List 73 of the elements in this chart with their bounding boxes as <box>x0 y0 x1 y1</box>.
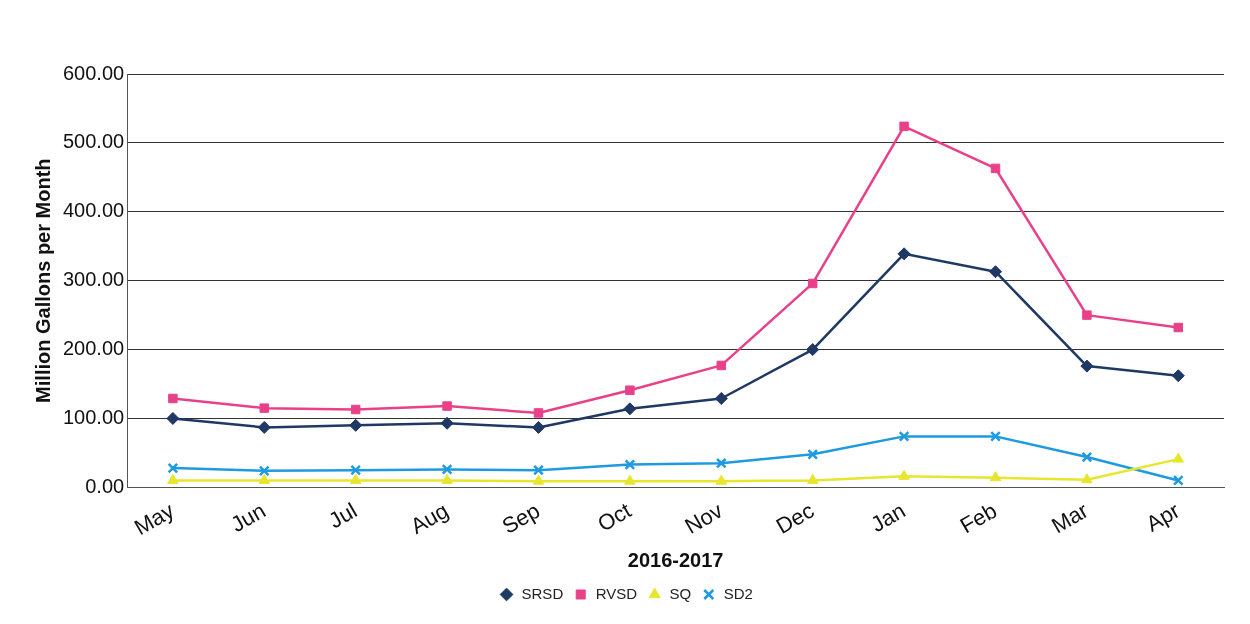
point <box>533 408 544 418</box>
point <box>990 163 1001 174</box>
point <box>807 448 819 460</box>
point <box>624 459 636 471</box>
point <box>990 430 1001 442</box>
x-tick-label: Mar <box>1047 497 1093 539</box>
x-tick-label: Jan <box>866 497 910 538</box>
y-tick-label: 300.00 <box>63 268 125 291</box>
point <box>1172 452 1184 463</box>
y-tick-label: 500.00 <box>63 130 125 153</box>
point <box>716 360 727 371</box>
point <box>166 411 180 425</box>
point <box>806 473 819 484</box>
legend-label: SQ <box>669 584 692 602</box>
point <box>259 403 270 413</box>
point <box>625 385 635 395</box>
point <box>988 265 1002 279</box>
point <box>898 430 910 442</box>
point <box>1082 310 1092 320</box>
point <box>258 473 270 484</box>
point <box>442 401 452 411</box>
point <box>807 278 818 289</box>
point <box>167 473 179 484</box>
point <box>531 420 545 434</box>
x-tick-label: Nov <box>680 497 727 539</box>
point <box>350 464 362 476</box>
point <box>715 457 727 469</box>
legend-label: RVSD <box>595 584 638 602</box>
point <box>440 416 454 430</box>
point <box>350 404 361 415</box>
x-tick-label: Apr <box>1141 497 1184 537</box>
point <box>623 402 637 416</box>
x-tick-label: Oct <box>593 497 636 537</box>
point <box>349 418 363 432</box>
x-tick-label: Jul <box>324 497 362 534</box>
y-tick-label: 600.00 <box>63 61 125 84</box>
x-tick-label: May <box>129 497 179 541</box>
point <box>1172 474 1184 486</box>
y-tick-label: 200.00 <box>63 337 125 360</box>
x-tick-label: Jun <box>226 497 270 538</box>
point <box>532 464 544 476</box>
x-tick-label: Aug <box>406 497 453 539</box>
point <box>989 471 1002 482</box>
x-tick-label: Sep <box>497 497 545 539</box>
point <box>897 247 911 261</box>
point <box>1171 369 1185 383</box>
x-tick-label: Dec <box>771 497 819 539</box>
point <box>714 391 728 405</box>
x-tick-label: Feb <box>955 497 1002 539</box>
point <box>1081 473 1093 484</box>
point <box>898 469 910 480</box>
point <box>715 474 727 485</box>
legend-label: SRSD <box>521 584 564 602</box>
y-tick-label: 100.00 <box>63 405 125 428</box>
legend-label: SD2 <box>723 584 753 602</box>
point <box>1081 451 1093 463</box>
point <box>441 473 453 484</box>
point <box>258 465 270 477</box>
point <box>1173 322 1184 333</box>
point <box>349 473 362 484</box>
point <box>624 474 636 485</box>
point <box>532 474 545 485</box>
point <box>441 463 453 475</box>
x-axis-title: 2016-2017 <box>627 548 724 571</box>
y-tick-label: 0.00 <box>85 474 125 497</box>
point <box>899 121 909 132</box>
point <box>167 462 179 474</box>
point <box>168 393 178 404</box>
point <box>1080 359 1094 373</box>
point <box>257 420 271 434</box>
y-tick-label: 400.00 <box>63 199 125 222</box>
point <box>806 343 820 357</box>
y-axis-title: Million Gallons per Month <box>31 158 54 403</box>
